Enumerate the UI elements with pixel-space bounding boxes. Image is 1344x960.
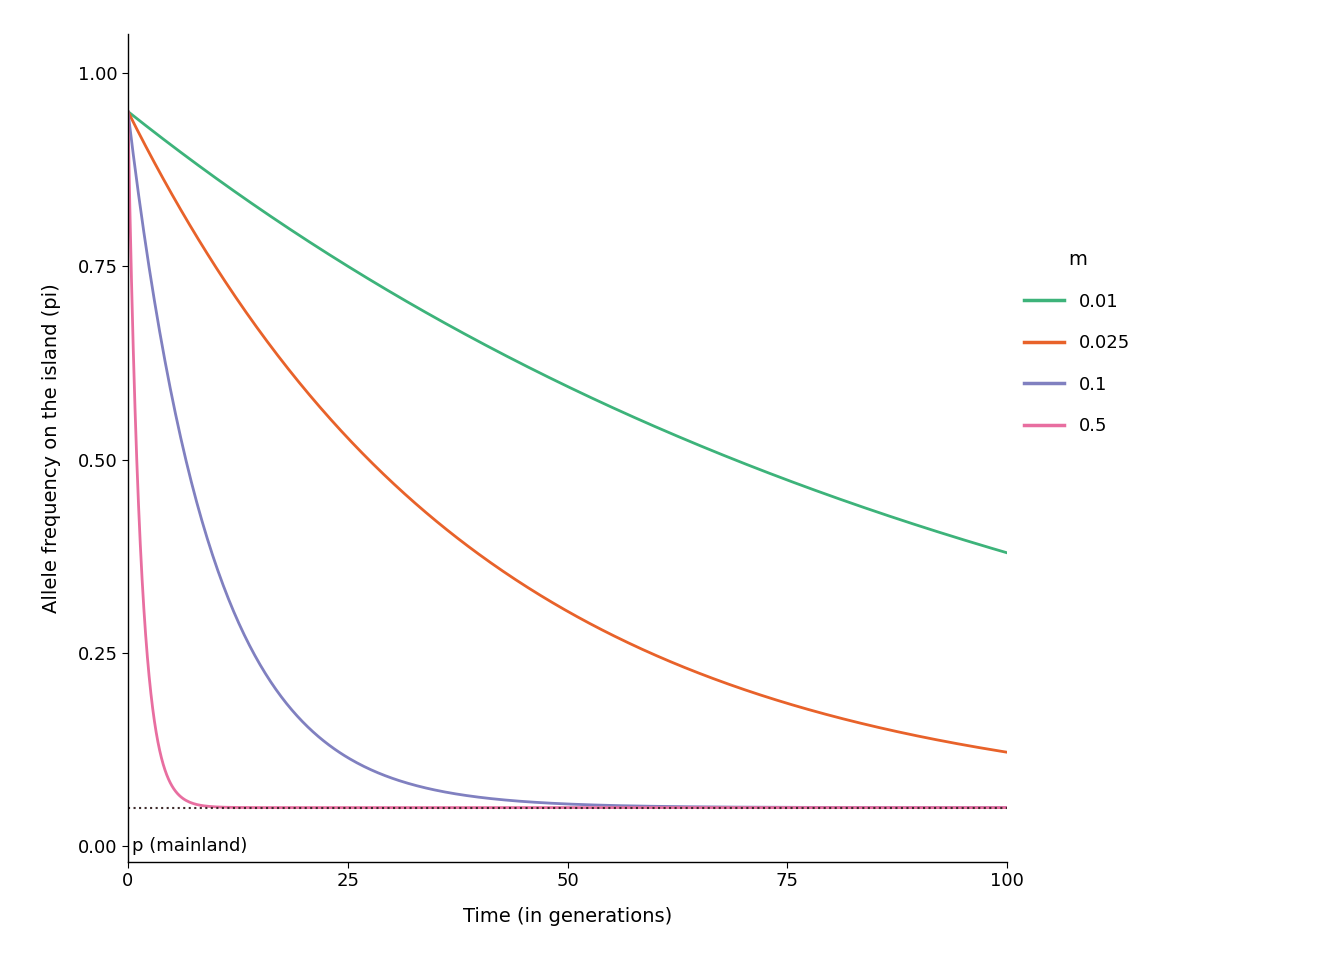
- Legend: 0.01, 0.025, 0.1, 0.5: 0.01, 0.025, 0.1, 0.5: [1024, 251, 1130, 435]
- Text: p (mainland): p (mainland): [132, 837, 247, 855]
- Y-axis label: Allele frequency on the island (pi): Allele frequency on the island (pi): [42, 283, 60, 612]
- X-axis label: Time (in generations): Time (in generations): [462, 907, 672, 925]
